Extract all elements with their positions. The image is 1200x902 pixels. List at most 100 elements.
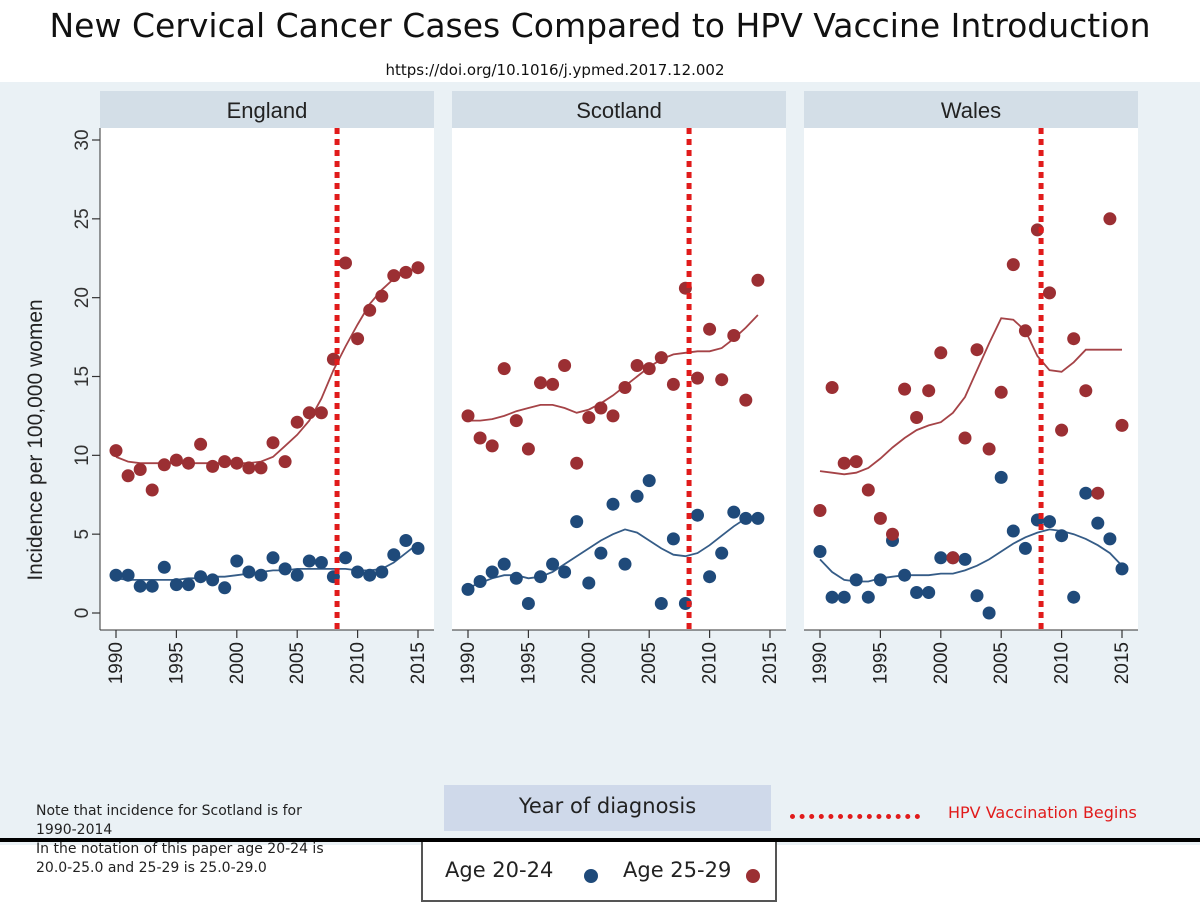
data-point-age-25-29 [363, 303, 377, 317]
data-point-age-25-29 [278, 455, 292, 469]
note-line: In the notation of this paper age 20-24 … [36, 841, 324, 857]
data-point-age-25-29 [521, 442, 535, 456]
data-point-age-20-24 [121, 568, 135, 582]
data-point-age-20-24 [970, 589, 984, 603]
x-axis-label: Year of diagnosis [518, 794, 697, 818]
data-point-age-20-24 [218, 581, 232, 595]
data-point-age-25-29 [1043, 286, 1056, 300]
chart-title: New Cervical Cancer Cases Compared to HP… [49, 6, 1151, 45]
data-point-age-25-29 [230, 456, 244, 470]
data-point-age-20-24 [1055, 529, 1069, 543]
data-point-age-20-24 [351, 565, 365, 579]
data-point-age-20-24 [825, 590, 839, 604]
data-point-age-25-29 [218, 455, 232, 469]
data-point-age-25-29 [861, 483, 875, 497]
x-tick-label: 1990 [810, 642, 831, 684]
data-point-age-25-29 [837, 456, 851, 470]
data-point-age-20-24 [230, 554, 244, 568]
data-point-age-20-24 [314, 556, 328, 569]
doi-link-text: https://doi.org/10.1016/j.ypmed.2017.12.… [385, 61, 725, 79]
panel-plot-area-scotland [452, 128, 786, 630]
data-point-age-25-29 [825, 381, 839, 394]
data-point-age-20-24 [145, 579, 159, 593]
data-point-age-25-29 [886, 527, 899, 541]
data-point-age-20-24 [873, 573, 887, 587]
data-point-age-25-29 [302, 406, 316, 420]
data-point-age-25-29 [994, 385, 1008, 399]
y-tick-label: 30 [72, 129, 93, 150]
data-point-age-20-24 [922, 586, 936, 599]
data-point-age-20-24 [157, 560, 171, 574]
data-point-age-25-29 [898, 382, 912, 396]
data-point-age-25-29 [314, 406, 328, 420]
data-point-age-20-24 [290, 568, 304, 582]
data-point-age-20-24 [958, 552, 972, 566]
vaccination-legend-label: HPV Vaccination Begins [948, 803, 1137, 822]
data-point-age-20-24 [206, 573, 220, 587]
x-tick-label: 2010 [348, 642, 369, 684]
data-point-age-25-29 [473, 431, 487, 445]
data-point-age-20-24 [727, 505, 741, 519]
data-point-age-25-29 [751, 273, 765, 287]
data-point-age-20-24 [133, 579, 147, 593]
trend-line-age-25-29-wales [819, 317, 1122, 476]
data-point-age-20-24 [982, 606, 996, 620]
legend-label-age-25-29: Age 25-29 [623, 858, 732, 882]
data-point-age-25-29 [970, 343, 984, 357]
data-point-age-20-24 [1043, 515, 1056, 529]
data-point-age-25-29 [375, 289, 389, 303]
data-point-age-25-29 [145, 483, 159, 497]
data-point-age-20-24 [375, 565, 389, 579]
x-tick-label: 2000 [579, 642, 600, 684]
data-point-age-25-29 [546, 377, 560, 391]
data-point-age-20-24 [1079, 486, 1093, 500]
data-point-age-25-29 [630, 359, 644, 372]
data-point-age-20-24 [898, 568, 912, 582]
x-tick-label: 2000 [931, 642, 952, 684]
data-point-age-20-24 [242, 565, 256, 579]
y-tick-label: 5 [72, 529, 93, 540]
data-point-age-25-29 [387, 269, 401, 283]
data-point-age-20-24 [1115, 562, 1129, 576]
data-point-age-20-24 [546, 557, 560, 571]
data-point-age-25-29 [534, 376, 547, 390]
data-point-age-20-24 [994, 470, 1008, 484]
data-point-age-25-29 [339, 256, 352, 270]
data-point-age-20-24 [703, 570, 717, 584]
data-point-age-25-29 [727, 329, 741, 342]
bottom-rule [0, 838, 1200, 842]
data-point-age-20-24 [606, 497, 620, 511]
note-line: 1990-2014 [36, 822, 113, 838]
x-tick-label: 2005 [639, 642, 660, 684]
chart-frame: Incidence per 100,000 women England 1990 1… [0, 82, 1200, 902]
data-point-age-20-24 [934, 551, 948, 565]
data-point-age-20-24 [666, 532, 680, 546]
data-point-age-25-29 [399, 265, 413, 279]
data-point-age-25-29 [946, 551, 960, 565]
data-point-age-25-29 [873, 511, 887, 525]
data-point-age-25-29 [242, 461, 256, 475]
data-point-age-20-24 [849, 573, 863, 587]
data-point-age-20-24 [594, 546, 608, 560]
x-tick-label: 2015 [760, 642, 781, 684]
data-point-age-25-29 [666, 377, 680, 391]
data-point-age-20-24 [109, 568, 123, 582]
data-point-age-20-24 [461, 582, 475, 596]
panel-header-wales [804, 91, 1138, 128]
legend: Age 20-24 Age 25-29 [421, 840, 777, 902]
data-point-age-25-29 [485, 439, 499, 453]
trend-line-age-20-24-wales [819, 528, 1123, 583]
data-point-age-20-24 [278, 562, 292, 576]
x-tick-label: 2010 [1052, 642, 1073, 684]
data-point-age-20-24 [302, 554, 316, 568]
panels-group: England 1990 1995 2000 2005 2010 2015 0 5 10 15 20 2… [72, 91, 1138, 684]
data-point-age-20-24 [266, 551, 280, 565]
data-point-age-20-24 [534, 570, 547, 584]
data-point-age-20-24 [910, 586, 924, 599]
data-point-age-25-29 [1067, 332, 1081, 346]
data-point-age-20-24 [751, 511, 765, 525]
data-point-age-20-24 [521, 597, 535, 610]
data-point-age-25-29 [982, 442, 996, 456]
x-tick-label: 1995 [518, 642, 539, 684]
panel-plot-area-wales [804, 128, 1138, 630]
